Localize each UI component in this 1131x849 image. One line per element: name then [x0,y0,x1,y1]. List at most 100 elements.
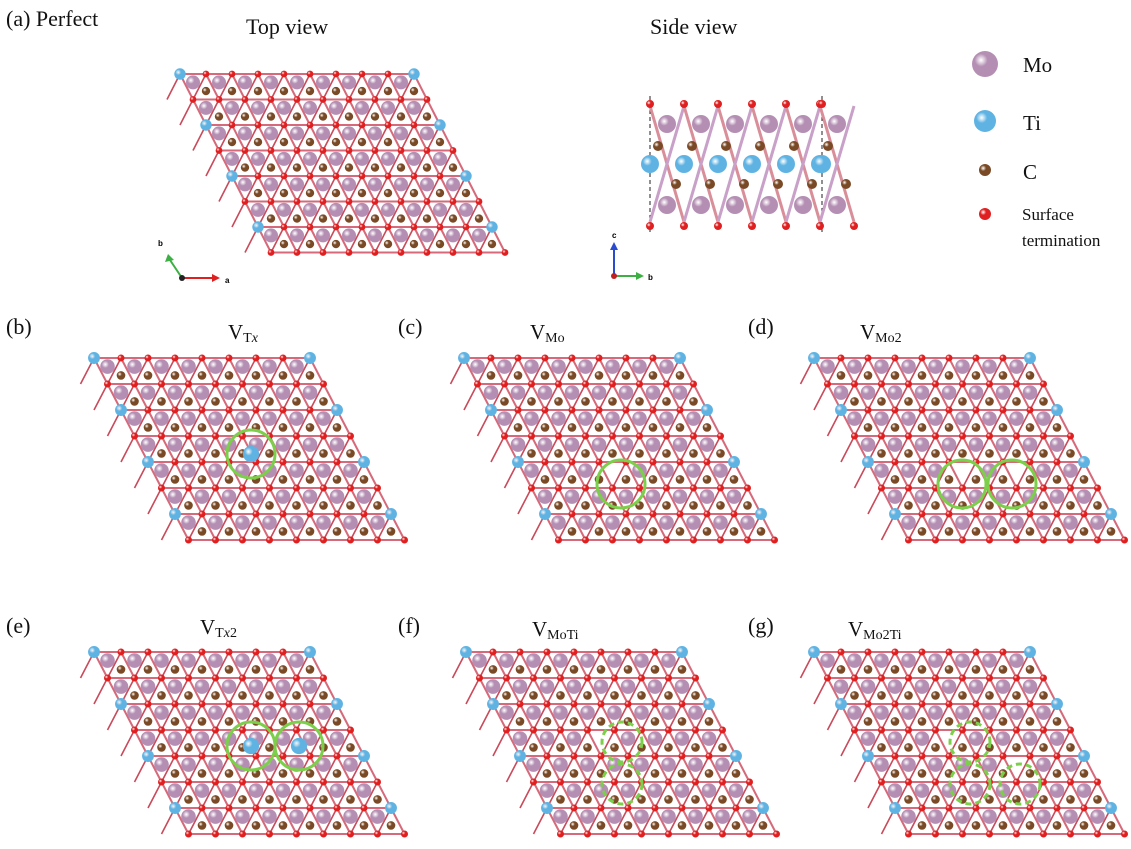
c-atom [211,743,220,752]
o-atom [238,380,247,388]
bond [1042,461,1058,489]
ti-atom [304,646,316,658]
ti-atom [743,155,761,173]
mo-atom [580,757,595,772]
o-atom [850,432,859,440]
ti-atom [675,155,693,173]
bond [557,435,573,463]
bond [921,357,937,385]
c-atom [917,527,927,536]
o-atom [306,121,314,129]
bond [627,677,643,705]
mo-atom [713,463,728,478]
c-atom [731,769,741,778]
o-atom [1120,536,1129,544]
c-atom [581,501,590,510]
b-axis-arrow [169,259,183,279]
c-atom [170,475,180,484]
mo-atom [221,489,237,504]
bond [1042,755,1058,783]
mo-atom [580,809,595,824]
bond [907,487,923,515]
o-atom [610,726,619,734]
c-atom [1012,397,1021,406]
bond [463,383,479,411]
c-atom [1066,795,1075,804]
mo-atom [367,126,383,141]
o-atom [280,172,288,180]
bond [559,729,575,757]
mo-atom [315,177,331,192]
bond [348,73,363,100]
mo-atom [262,411,277,426]
bond [586,677,602,705]
bond [867,781,883,809]
bond [652,383,668,411]
bond [255,651,271,679]
o-atom [1080,804,1088,812]
bond [160,383,176,411]
bond [282,651,298,679]
bond [706,487,722,515]
bond [706,461,722,489]
bond [586,729,602,757]
mo-atom [275,489,291,504]
c-atom [331,239,341,249]
bond [282,677,298,705]
panel-g-label: (g) [748,613,774,638]
c-atom [623,769,633,778]
mo-atom [914,783,930,798]
mo-atom [713,515,728,530]
bond [654,651,670,679]
bond [413,124,428,151]
o-atom [1080,510,1088,518]
mo-atom [874,411,889,426]
o-atom [581,380,590,388]
mo-atom [167,385,183,400]
bond [638,513,654,541]
o-atom [400,830,409,838]
o-atom [292,778,301,786]
mo-atom [198,100,214,115]
o-atom [436,223,444,231]
bond [309,124,324,151]
bond [840,357,856,385]
bond [133,651,149,679]
bond [667,807,683,835]
o-atom [837,354,845,362]
bond [530,409,546,437]
mo-atom [887,385,903,400]
mo-atom [647,731,663,746]
c-atom [1039,449,1048,458]
bond [934,755,950,783]
c-atom [581,449,590,458]
bond [573,781,589,809]
o-atom [279,648,287,656]
mo-atom [591,385,607,400]
bond [335,226,350,253]
mo-atom [276,151,292,166]
mo-atom [968,385,984,400]
mo-atom [1090,809,1105,824]
mo-atom [235,653,250,668]
mo-atom [432,202,448,217]
mo-atom [100,359,115,374]
mo-atom [1036,705,1051,720]
c-atom [461,239,471,249]
mo-atom [634,705,649,720]
o-atom [864,354,872,362]
bond [336,729,352,757]
o-atom [241,147,249,154]
mo-atom [497,411,512,426]
bond [1056,755,1072,783]
mo-atom [302,202,318,217]
bond [505,677,521,705]
mo-atom [537,385,553,400]
bond [133,383,149,411]
c-atom [971,527,981,536]
mo-atom [1049,489,1065,504]
bond [557,357,573,385]
bond [584,513,600,541]
o-atom [529,778,538,786]
mo-atom [645,437,661,452]
